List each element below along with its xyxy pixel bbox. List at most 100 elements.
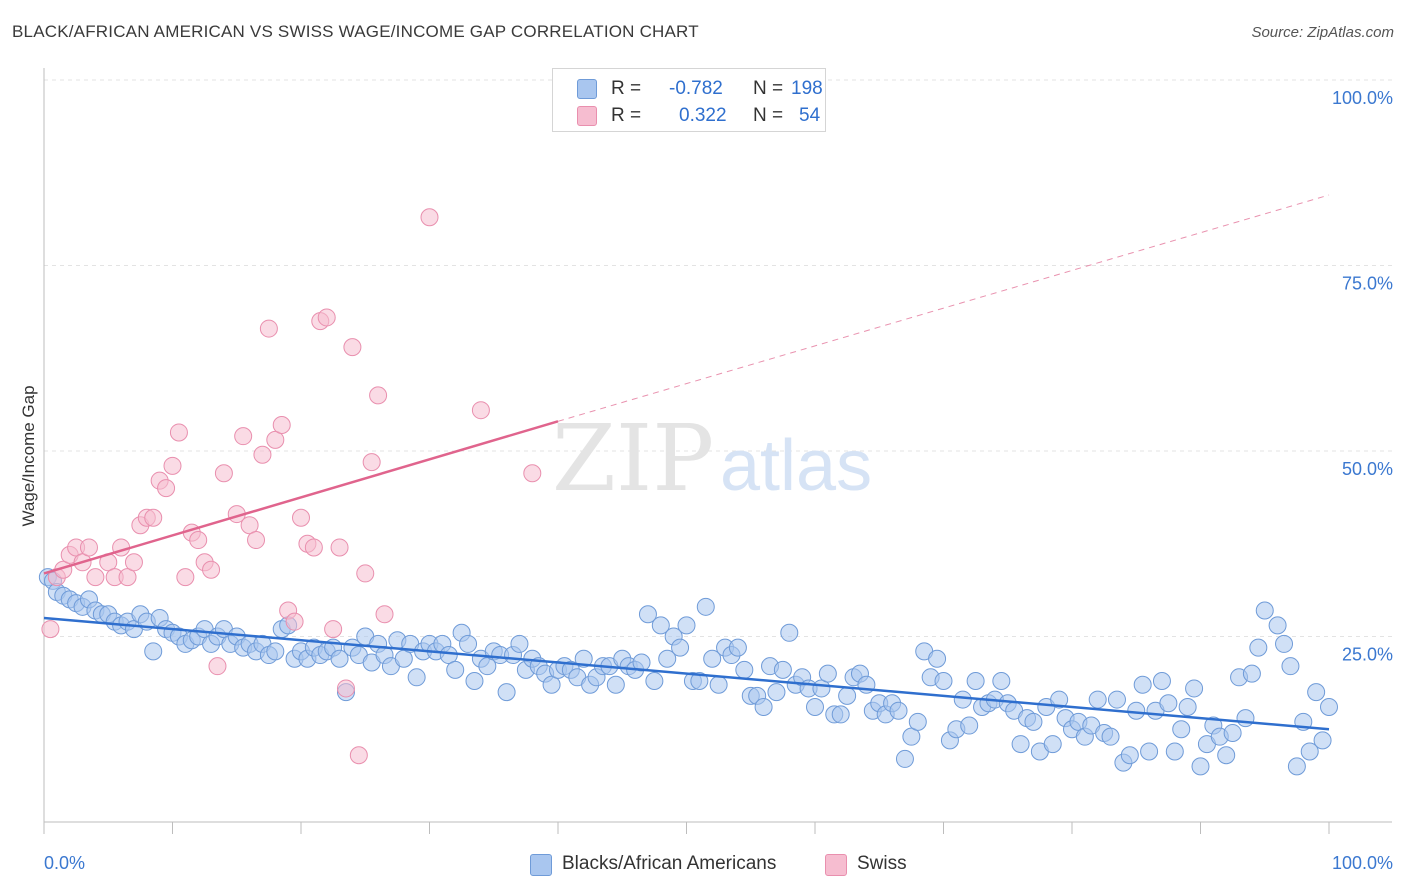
data-point-swiss [169, 423, 188, 442]
data-point-blacks [1255, 601, 1274, 620]
y-tick-label: 100.0% [1332, 88, 1393, 108]
data-point-blacks [1159, 694, 1178, 713]
data-point-swiss [234, 427, 253, 446]
trend-line-blacks [43, 616, 1330, 731]
data-point-blacks [1217, 746, 1236, 765]
data-point-swiss [202, 560, 221, 579]
data-point-blacks [1011, 735, 1030, 754]
data-point-blacks [1236, 709, 1255, 728]
data-point-blacks [1050, 690, 1069, 709]
data-point-swiss [144, 508, 163, 527]
data-point-blacks [889, 701, 908, 720]
data-point-blacks [767, 683, 786, 702]
data-point-blacks [439, 646, 458, 665]
data-point-blacks [953, 690, 972, 709]
data-point-blacks [728, 638, 747, 657]
data-point-swiss [285, 612, 304, 631]
data-point-swiss [317, 308, 336, 327]
data-point-blacks [831, 705, 850, 724]
y-tick-label: 75.0% [1342, 274, 1393, 294]
legend-label-swiss: Swiss [857, 853, 907, 874]
data-point-blacks [1268, 616, 1287, 635]
data-point-swiss [214, 464, 233, 483]
x-tick-label: 0.0% [44, 853, 85, 873]
data-point-blacks [459, 634, 478, 653]
data-point-swiss [375, 605, 394, 624]
watermark-zip: ZIP [552, 405, 714, 512]
data-point-blacks [1120, 746, 1139, 765]
data-point-blacks [542, 675, 561, 694]
data-point-blacks [651, 616, 670, 635]
data-point-swiss [349, 746, 368, 765]
axis-labels: 25.0% 50.0% 75.0% 100.0% 0.0% 100.0% [44, 88, 1393, 873]
data-point-swiss [343, 338, 362, 357]
data-point-swiss [266, 430, 285, 449]
data-point-swiss [369, 386, 388, 405]
data-point-swiss [330, 538, 349, 557]
trend-extension-swiss [557, 194, 1330, 422]
gridlines [44, 79, 1392, 637]
data-point-swiss [240, 516, 259, 535]
data-point-blacks [902, 727, 921, 746]
data-point-blacks [645, 672, 664, 691]
data-point-blacks [1043, 735, 1062, 754]
data-point-blacks [478, 657, 497, 676]
data-point-swiss [86, 568, 105, 587]
data-point-blacks [497, 683, 516, 702]
data-point-swiss [163, 456, 182, 475]
data-point-blacks [1152, 672, 1171, 691]
data-point-blacks [1320, 697, 1338, 716]
data-point-blacks [510, 634, 529, 653]
data-point-blacks [144, 642, 163, 661]
blacks-swatch [530, 854, 552, 876]
data-point-blacks [1127, 701, 1146, 720]
data-point-blacks [838, 686, 857, 705]
y-tick-label: 50.0% [1342, 459, 1393, 479]
data-point-blacks [671, 638, 690, 657]
data-point-blacks [1307, 683, 1326, 702]
data-point-blacks [908, 712, 927, 731]
data-point-blacks [1287, 757, 1306, 776]
data-point-blacks [1101, 727, 1120, 746]
data-point-blacks [1165, 742, 1184, 761]
data-point-blacks [1107, 690, 1126, 709]
legend-blue-r: -0.782 [669, 78, 723, 99]
data-point-blacks [818, 664, 837, 683]
series-blacks-points [38, 568, 1338, 776]
data-point-blacks [1300, 742, 1319, 761]
legend-r-label: R = [611, 78, 642, 99]
trend-lines [43, 194, 1330, 731]
data-point-blacks [1088, 690, 1107, 709]
axes [43, 68, 1392, 834]
chart-title: BLACK/AFRICAN AMERICAN VS SWISS WAGE/INC… [12, 22, 699, 41]
correlation-legend: R = -0.782 N = 198 R = 0.322 N = 54 [552, 68, 826, 132]
data-point-blacks [266, 642, 285, 661]
data-point-blacks [966, 672, 985, 691]
legend-label-blacks: Blacks/African Americans [562, 853, 777, 874]
data-point-blacks [690, 672, 709, 691]
data-point-blacks [1242, 664, 1261, 683]
data-point-blacks [1223, 723, 1242, 742]
data-point-blacks [1191, 757, 1210, 776]
data-point-blacks [1185, 679, 1204, 698]
data-point-blacks [1133, 675, 1152, 694]
pink-swatch [577, 106, 597, 126]
legend-pink-n: 54 [799, 105, 821, 126]
data-point-blacks [780, 623, 799, 642]
data-point-blacks [773, 660, 792, 679]
data-point-blacks [934, 672, 953, 691]
data-point-swiss [124, 553, 143, 572]
legend-pink-r: 0.322 [679, 105, 727, 126]
watermark-atlas: atlas [720, 426, 872, 506]
data-point-swiss [356, 564, 375, 583]
data-point-blacks [606, 675, 625, 694]
data-point-blacks [446, 660, 465, 679]
data-point-blacks [928, 649, 947, 668]
data-point-blacks [658, 649, 677, 668]
trend-line-swiss [43, 420, 559, 575]
legend-n-label: N = [753, 78, 784, 99]
data-point-swiss [272, 416, 291, 435]
data-point-swiss [253, 445, 272, 464]
source-label: Source: ZipAtlas.com [1251, 24, 1394, 41]
blue-swatch [577, 79, 597, 99]
